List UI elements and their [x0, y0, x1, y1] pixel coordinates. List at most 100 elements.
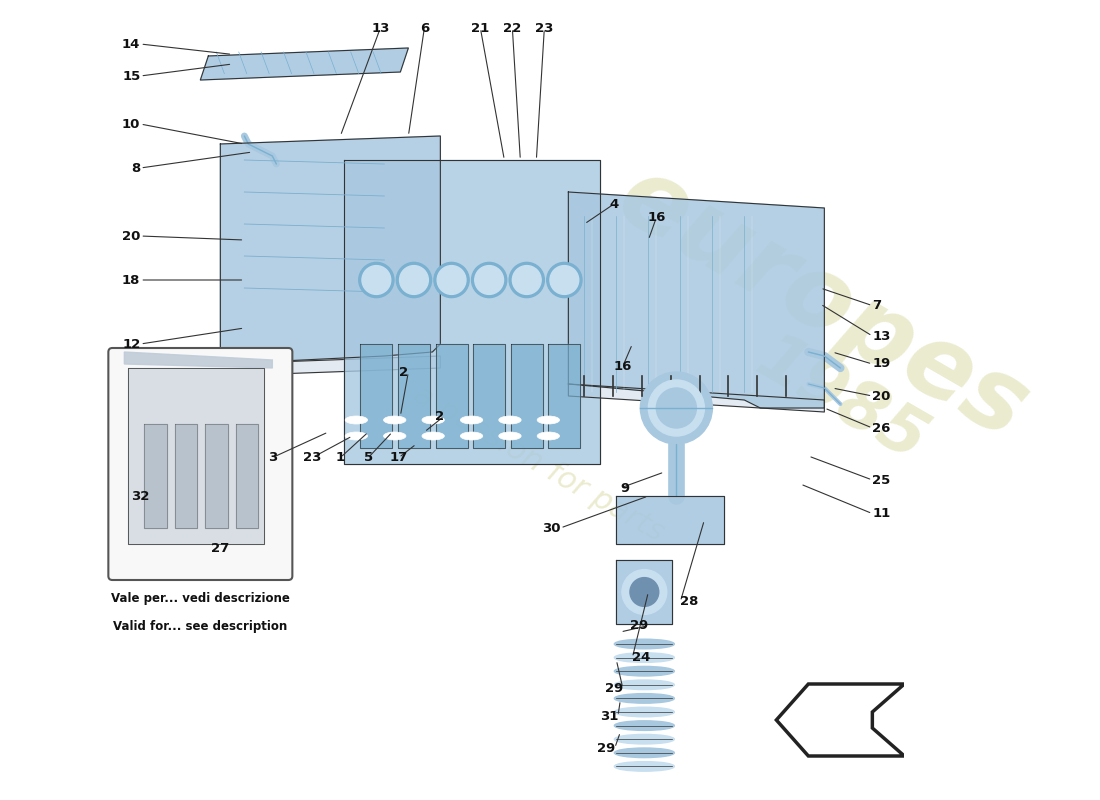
Text: 14: 14 — [122, 38, 141, 50]
Ellipse shape — [615, 694, 674, 703]
Circle shape — [359, 262, 394, 298]
Polygon shape — [473, 344, 505, 448]
Text: 29: 29 — [605, 682, 623, 694]
Ellipse shape — [615, 734, 674, 744]
Text: 2: 2 — [399, 366, 408, 378]
Text: 5: 5 — [364, 451, 373, 464]
Ellipse shape — [422, 416, 444, 424]
Text: 13: 13 — [371, 22, 389, 34]
Text: 29: 29 — [596, 742, 615, 754]
Polygon shape — [436, 344, 468, 448]
Text: 1985: 1985 — [745, 325, 938, 475]
Ellipse shape — [461, 416, 483, 424]
Ellipse shape — [422, 432, 444, 440]
Text: a passion for parts: a passion for parts — [408, 380, 670, 548]
Circle shape — [513, 266, 541, 294]
Polygon shape — [220, 136, 440, 364]
Circle shape — [475, 266, 504, 294]
Circle shape — [550, 266, 579, 294]
Ellipse shape — [615, 748, 674, 758]
Polygon shape — [206, 424, 228, 528]
Text: 32: 32 — [131, 490, 150, 502]
Text: 16: 16 — [647, 211, 666, 224]
Polygon shape — [361, 344, 393, 448]
Polygon shape — [616, 496, 725, 544]
Text: 26: 26 — [872, 422, 891, 434]
Text: 21: 21 — [471, 22, 490, 34]
Polygon shape — [616, 560, 672, 624]
Polygon shape — [344, 160, 601, 464]
Text: Valid for... see description: Valid for... see description — [113, 620, 287, 633]
Ellipse shape — [615, 639, 674, 649]
Circle shape — [472, 262, 507, 298]
Text: 4: 4 — [609, 198, 618, 210]
Polygon shape — [200, 48, 408, 80]
Polygon shape — [144, 424, 167, 528]
Circle shape — [509, 262, 544, 298]
FancyBboxPatch shape — [109, 348, 293, 580]
Text: 11: 11 — [872, 507, 891, 520]
Ellipse shape — [461, 432, 483, 440]
Ellipse shape — [537, 432, 560, 440]
Text: 20: 20 — [872, 390, 891, 402]
Text: 12: 12 — [122, 338, 141, 350]
Polygon shape — [777, 684, 904, 756]
Text: 10: 10 — [122, 118, 141, 130]
Polygon shape — [510, 344, 542, 448]
Ellipse shape — [615, 680, 674, 690]
Polygon shape — [124, 352, 273, 368]
Ellipse shape — [345, 432, 367, 440]
Polygon shape — [569, 192, 824, 408]
Text: 1: 1 — [336, 451, 345, 464]
Text: 17: 17 — [389, 451, 408, 464]
Ellipse shape — [648, 380, 704, 436]
Text: 3: 3 — [267, 451, 277, 464]
Text: Vale per... vedi descrizione: Vale per... vedi descrizione — [111, 592, 289, 605]
Text: 27: 27 — [211, 542, 230, 554]
Text: 19: 19 — [872, 358, 891, 370]
Polygon shape — [129, 368, 264, 544]
Text: 13: 13 — [872, 330, 891, 342]
Circle shape — [434, 262, 470, 298]
Ellipse shape — [615, 721, 674, 730]
Text: 9: 9 — [620, 482, 629, 494]
Polygon shape — [220, 356, 440, 376]
Ellipse shape — [498, 432, 521, 440]
Text: 20: 20 — [122, 230, 141, 242]
Text: 2: 2 — [436, 410, 444, 422]
Text: 29: 29 — [630, 619, 648, 632]
Text: 23: 23 — [536, 22, 553, 34]
Ellipse shape — [384, 416, 406, 424]
Polygon shape — [569, 384, 824, 412]
Text: 24: 24 — [632, 651, 651, 664]
Circle shape — [396, 262, 431, 298]
Ellipse shape — [657, 388, 696, 428]
Text: 15: 15 — [122, 70, 141, 82]
Ellipse shape — [345, 416, 367, 424]
Text: 18: 18 — [122, 274, 141, 286]
Ellipse shape — [615, 762, 674, 771]
Text: 25: 25 — [872, 474, 891, 486]
Ellipse shape — [615, 666, 674, 676]
Text: 6: 6 — [420, 22, 429, 34]
Polygon shape — [549, 344, 581, 448]
Circle shape — [621, 570, 667, 614]
Ellipse shape — [537, 416, 560, 424]
Circle shape — [547, 262, 582, 298]
Circle shape — [362, 266, 390, 294]
Circle shape — [399, 266, 428, 294]
Text: 8: 8 — [131, 162, 141, 174]
Text: 23: 23 — [304, 451, 321, 464]
Circle shape — [437, 266, 466, 294]
Text: 31: 31 — [600, 710, 618, 722]
Text: 7: 7 — [872, 299, 881, 312]
Text: europes: europes — [601, 148, 1044, 460]
Ellipse shape — [615, 707, 674, 717]
Text: 22: 22 — [503, 22, 521, 34]
Ellipse shape — [640, 372, 713, 444]
Polygon shape — [235, 424, 258, 528]
Polygon shape — [175, 424, 197, 528]
Polygon shape — [398, 344, 430, 448]
Ellipse shape — [384, 432, 406, 440]
Text: 16: 16 — [614, 360, 631, 373]
